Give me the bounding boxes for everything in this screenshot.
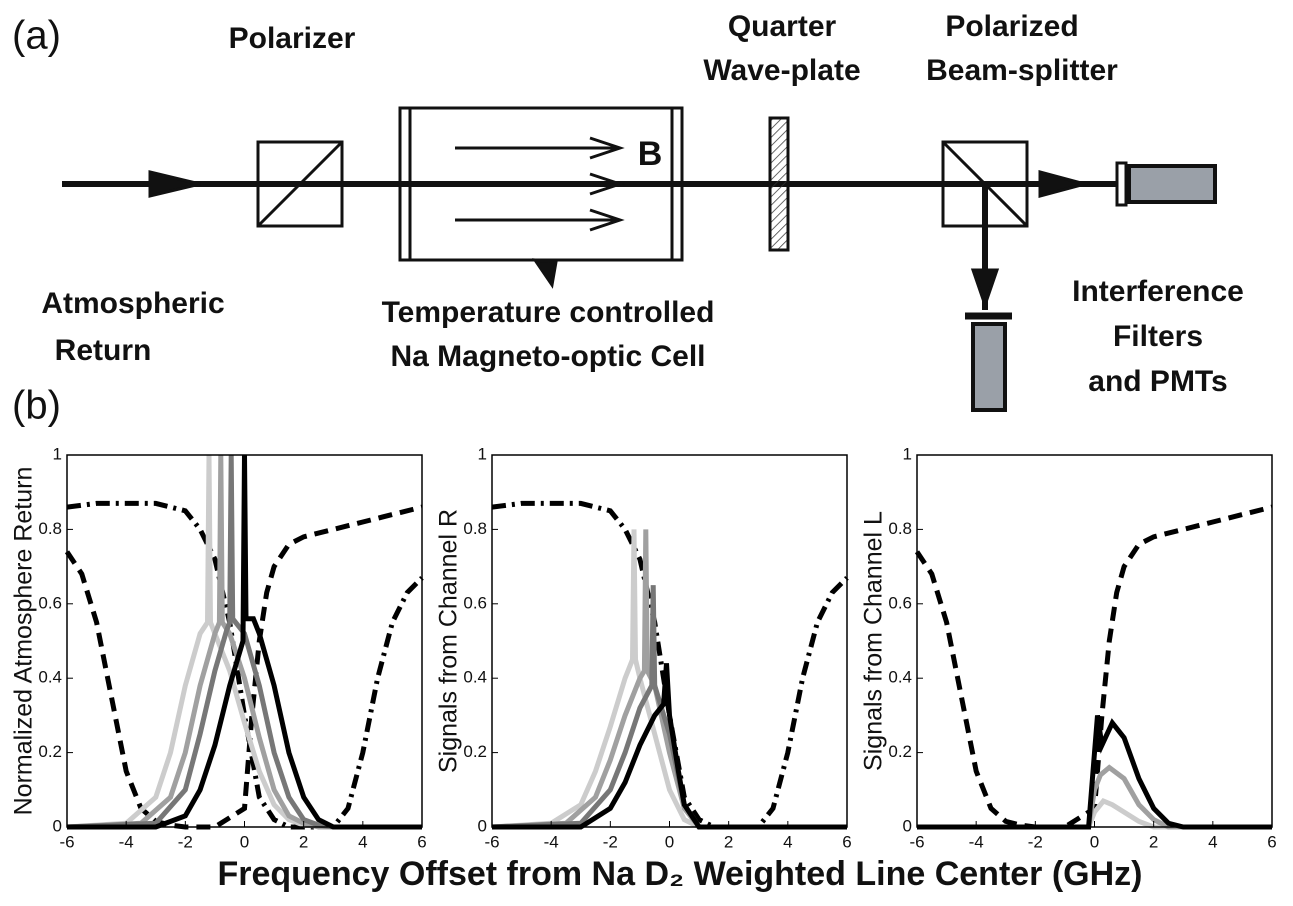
x-tick-label: -4: [544, 832, 559, 851]
y-tick-label: 0.8: [463, 519, 487, 538]
x-tick-label: -2: [1028, 832, 1043, 851]
x-tick-label: 6: [1267, 832, 1276, 851]
y-tick-label: 1: [478, 444, 487, 463]
label: Beam-splitter: [926, 54, 1118, 87]
y-tick-label: 0.4: [888, 668, 912, 687]
field-arrows: [455, 136, 625, 232]
curve: [491, 500, 849, 830]
x-tick-label: 6: [842, 832, 851, 851]
plot-frame: [491, 454, 848, 828]
y-tick-label: 0.8: [888, 519, 912, 538]
y-tick-label: 0: [53, 816, 62, 835]
y-axis-label: Signals from Channel R: [435, 509, 463, 773]
y-tick-label: 0.2: [888, 742, 912, 761]
x-tick-label: -6: [484, 832, 499, 851]
y-tick-label: 0.4: [463, 668, 487, 687]
x-tick-label: -6: [909, 832, 924, 851]
label: B: [638, 135, 663, 173]
curve: [917, 715, 1272, 830]
polarizer-box: [256, 140, 344, 228]
x-tick-label: 0: [1090, 832, 1099, 851]
label: Na Magneto-optic Cell: [390, 340, 705, 373]
curve: [66, 454, 422, 830]
arrow: [1038, 170, 1091, 198]
curve: [66, 454, 422, 830]
diagram: [62, 106, 1217, 412]
panel-label: (a): [12, 14, 61, 58]
x-tick-label: 4: [358, 832, 367, 851]
y-tick-label: 0.4: [38, 668, 62, 687]
y-tick-label: 0: [903, 816, 912, 835]
label: Polarized: [945, 10, 1078, 43]
curve: [67, 454, 422, 830]
arrow: [970, 268, 1000, 310]
x-tick-label: 0: [240, 832, 249, 851]
filter: [1115, 161, 1128, 207]
x-axis-label: Frequency Offset from Na D₂ Weighted Lin…: [217, 855, 1142, 893]
panel-label: (b): [12, 384, 61, 428]
polarizer-diag: [256, 140, 344, 228]
y-tick-label: 1: [53, 444, 62, 463]
waveplate: [768, 116, 790, 252]
y-tick-label: 0.6: [38, 593, 62, 612]
label: Quarter: [728, 10, 837, 43]
x-tick-label: 2: [724, 832, 733, 851]
y-tick-label: 1: [903, 444, 912, 463]
y-tick-label: 0.6: [463, 593, 487, 612]
x-tick-label: -2: [603, 832, 618, 851]
curve: [66, 500, 424, 830]
x-tick-label: 2: [299, 832, 308, 851]
y-axis-label: Normalized Atmosphere Return: [10, 467, 38, 816]
y-tick-label: 0.8: [38, 519, 62, 538]
x-tick-label: 0: [665, 832, 674, 851]
y-tick-label: 0.2: [463, 742, 487, 761]
x-tick-label: -2: [178, 832, 193, 851]
label: Polarizer: [229, 22, 356, 55]
curve: [66, 454, 422, 830]
label: Return: [55, 334, 152, 367]
label: Wave-plate: [703, 54, 860, 87]
y-tick-label: 0.2: [38, 742, 62, 761]
label: and PMTs: [1088, 365, 1227, 398]
curve: [64, 504, 423, 830]
label: Temperature controlled: [382, 296, 715, 329]
cell-tab: [531, 258, 558, 289]
x-tick-label: 2: [1149, 832, 1158, 851]
label: Atmospheric: [41, 287, 224, 320]
y-tick-label: 0.6: [888, 593, 912, 612]
pmt: [1127, 164, 1217, 204]
x-tick-label: 4: [783, 832, 792, 851]
x-tick-label: 4: [1208, 832, 1217, 851]
label: Filters: [1113, 320, 1203, 353]
curve: [492, 663, 847, 830]
curve: [491, 529, 847, 830]
label: Interference: [1072, 275, 1244, 308]
x-tick-label: -4: [119, 832, 134, 851]
x-tick-label: 6: [417, 832, 426, 851]
pmt: [971, 322, 1007, 412]
y-tick-label: 0: [478, 816, 487, 835]
x-tick-label: -4: [969, 832, 984, 851]
arrow: [148, 170, 201, 198]
x-tick-label: -6: [59, 832, 74, 851]
y-axis-label: Signals from Channel L: [860, 511, 888, 771]
